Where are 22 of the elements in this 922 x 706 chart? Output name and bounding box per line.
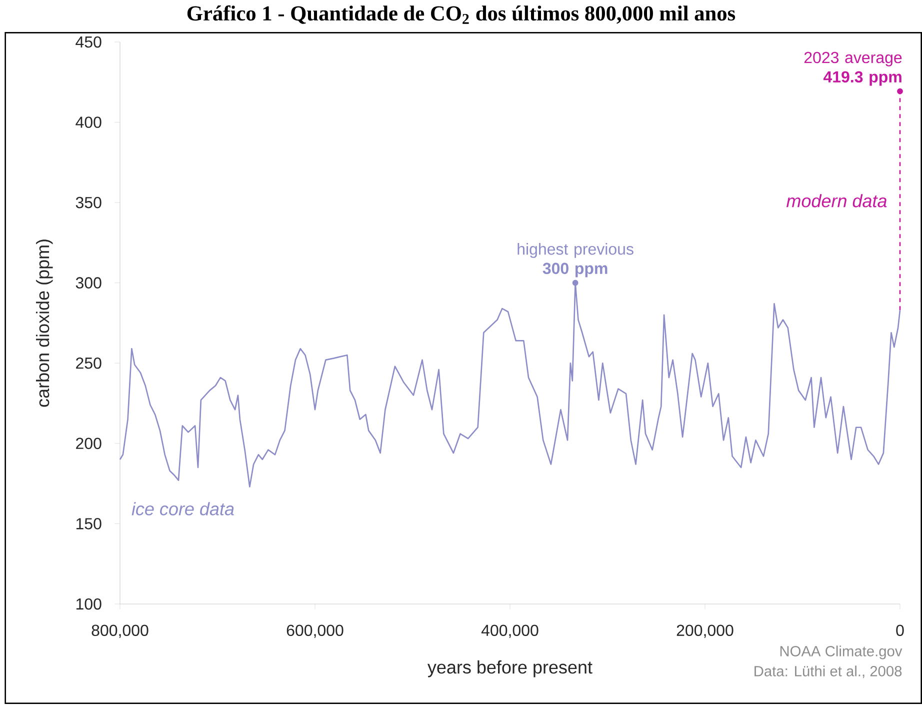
- y-tick-label: 100: [76, 598, 102, 610]
- chart-title: Gráfico 1 - Quantidade de CO$_{2}$ dos últimos 800,000 mil anos: [187, 5, 736, 24]
- y-tick-label: 300: [76, 277, 102, 288]
- annotation: 2023 average 419.3 ppm: [804, 52, 902, 86]
- x-tick-label: 400,000: [481, 624, 538, 638]
- y-tick-label: 400: [76, 116, 102, 128]
- text: Data: Lüthi et al., 2008: [754, 666, 902, 678]
- y-tick-label: 150: [76, 518, 102, 530]
- x-tick-label: 800,000: [92, 624, 148, 638]
- y-tick-label: 450: [76, 36, 102, 48]
- text: NOAA Climate.gov: [780, 646, 902, 660]
- x-tick-label: 0: [896, 624, 904, 636]
- y-axis-title: carbon dioxide (ppm): [36, 240, 53, 407]
- y-tick-label: 350: [76, 196, 102, 208]
- series-label: ice core data: [132, 502, 234, 516]
- annotation: highest previous 300 ppm: [518, 243, 634, 278]
- series-label: modern data: [786, 194, 887, 208]
- x-axis-title: years before present: [427, 660, 592, 678]
- x-tick-label: 200,000: [676, 624, 734, 638]
- y-tick-label: 250: [76, 357, 102, 369]
- x-tick-label: 600,000: [286, 624, 344, 638]
- y-tick-label: 200: [76, 438, 102, 450]
